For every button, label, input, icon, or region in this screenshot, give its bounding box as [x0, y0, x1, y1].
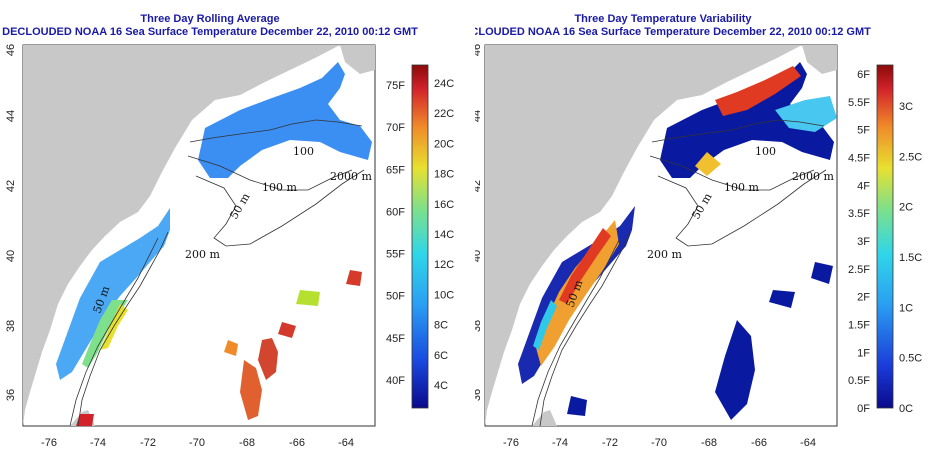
left-map-area: 100 100 m 2000 m 200 m 50 m 50 m	[22, 44, 376, 427]
right-x-tick: -64	[800, 437, 816, 449]
right-colorbar-c-label: 2.5C	[899, 151, 922, 163]
right-y-tick: 36	[475, 389, 483, 401]
right-title-1: Three Day Temperature Variability	[574, 13, 752, 25]
right-var-shelf	[660, 62, 834, 178]
left-colorbar-c-label: 10C	[434, 289, 454, 301]
left-contour-100: 100	[293, 145, 314, 158]
right-contour-2000m: 2000 m	[792, 170, 834, 183]
right-colorbar-f-label: 4F	[857, 180, 870, 192]
left-colorbar-c-label: 24C	[434, 78, 454, 90]
left-y-tick: 42	[5, 180, 17, 192]
left-contours	[69, 119, 365, 426]
right-colorbar-f-label: 3F	[857, 236, 870, 248]
right-x-tick: -72	[602, 437, 618, 449]
right-y-tick: 46	[475, 44, 483, 56]
left-contour-100m: 100 m	[262, 181, 297, 194]
left-colorbar-c-label: 6C	[434, 350, 448, 362]
right-colorbar-c-label: 2C	[899, 202, 913, 214]
left-colorbar-f-label: 75F	[386, 80, 405, 92]
right-colorbar-c-label: 0.5C	[899, 353, 922, 365]
left-title-1: Three Day Rolling Average	[140, 13, 279, 25]
left-contour-200m: 200 m	[185, 248, 220, 261]
right-y-tick: 42	[475, 180, 483, 192]
left-colorbar-f-label: 50F	[386, 291, 405, 303]
right-colorbar-f-label: 3.5F	[848, 208, 870, 220]
left-contour-2000m: 2000 m	[330, 170, 372, 183]
right-x-tick: -70	[651, 437, 667, 449]
left-colorbar: 75F 70F 65F 60F 55F 50F 45F 40F 24C 22C 20C 18C 16C…	[386, 64, 454, 409]
right-colorbar: 6F 5.5F 5F 4.5F 4F 3.5F 3F 2.5F 2F 1.5F 1F 0.5F 0F 3…	[848, 64, 922, 415]
left-colorbar-c-label: 14C	[434, 229, 454, 241]
right-colorbar-f-label: 1.5F	[848, 320, 870, 332]
left-colorbar-c-label: 16C	[434, 199, 454, 211]
left-x-axis: -76 -74 -72 -70 -68 -66 -64	[41, 437, 354, 449]
right-x-tick: -76	[503, 437, 519, 449]
left-sst-shelf	[198, 62, 372, 178]
right-colorbar-f-label: 0F	[857, 403, 870, 415]
right-contour-100: 100	[755, 145, 776, 158]
left-x-tick: -66	[289, 437, 305, 449]
left-colorbar-c-label: 22C	[434, 108, 454, 120]
left-colorbar-c-label: 4C	[434, 380, 448, 392]
left-x-tick: -64	[338, 437, 354, 449]
left-colorbar-f-label: 45F	[386, 333, 405, 345]
left-colorbar-f-label: 40F	[386, 375, 405, 387]
left-land	[23, 45, 340, 426]
left-y-tick: 36	[5, 389, 17, 401]
left-x-tick: -70	[189, 437, 205, 449]
right-colorbar-f-label: 0.5F	[848, 375, 870, 387]
right-land	[485, 45, 802, 426]
right-colorbar-f-label: 4.5F	[848, 153, 870, 165]
right-colorbar-c-label: 1.5C	[899, 252, 922, 264]
right-y-tick: 44	[475, 110, 483, 122]
left-x-tick: -72	[140, 437, 156, 449]
right-colorbar-f-label: 2.5F	[848, 264, 870, 276]
right-x-tick: -68	[701, 437, 717, 449]
left-colorbar-f-label: 55F	[386, 249, 405, 261]
right-colorbar-f-label: 2F	[857, 292, 870, 304]
left-y-tick: 40	[5, 250, 17, 262]
right-title-2: DECLOUDED NOAA 16 Sea Surface Temperatur…	[475, 26, 871, 38]
left-colorbar-f-label: 65F	[386, 164, 405, 176]
right-colorbar-f-label: 5.5F	[848, 97, 870, 109]
right-colorbar-c-label: 3C	[899, 101, 913, 113]
right-y-axis: 36 38 40 42 44 46	[475, 44, 483, 401]
right-x-tick: -66	[751, 437, 767, 449]
right-colorbar-c-label: 0C	[899, 403, 913, 415]
right-y-tick: 40	[475, 250, 483, 262]
left-y-tick: 46	[5, 44, 17, 56]
right-contour-200m: 200 m	[647, 248, 682, 261]
right-map-panel: Three Day Temperature Variability DECLOU…	[475, 13, 922, 449]
left-colorbar-c-label: 12C	[434, 259, 454, 271]
right-contours	[531, 119, 827, 426]
left-x-tick: -76	[41, 437, 57, 449]
left-y-tick: 44	[5, 110, 17, 122]
left-colorbar-c-label: 20C	[434, 138, 454, 150]
left-colorbar-c-label: 8C	[434, 320, 448, 332]
right-colorbar-f-label: 6F	[857, 69, 870, 81]
right-y-tick: 38	[475, 320, 483, 332]
right-colorbar-f-label: 5F	[857, 125, 870, 137]
left-map-panel: Three Day Rolling Average DECLOUDED NOAA…	[2, 13, 454, 449]
left-colorbar-f-label: 60F	[386, 206, 405, 218]
left-colorbar-c-label: 18C	[434, 169, 454, 181]
right-colorbar-f-label: 1F	[857, 347, 870, 359]
left-title-2: DECLOUDED NOAA 16 Sea Surface Temperatur…	[2, 26, 418, 38]
left-y-axis: 36 38 40 42 44 46	[5, 44, 17, 401]
right-map-area: 100 100 m 2000 m 200 m 50 m 50 m	[484, 44, 838, 427]
right-x-tick: -74	[552, 437, 568, 449]
right-contour-100m: 100 m	[724, 181, 759, 194]
left-x-tick: -68	[239, 437, 255, 449]
left-colorbar-f-label: 70F	[386, 122, 405, 134]
right-colorbar-c-label: 1C	[899, 302, 913, 314]
left-y-tick: 38	[5, 320, 17, 332]
left-x-tick: -74	[90, 437, 106, 449]
right-x-axis: -76 -74 -72 -70 -68 -66 -64	[503, 437, 816, 449]
